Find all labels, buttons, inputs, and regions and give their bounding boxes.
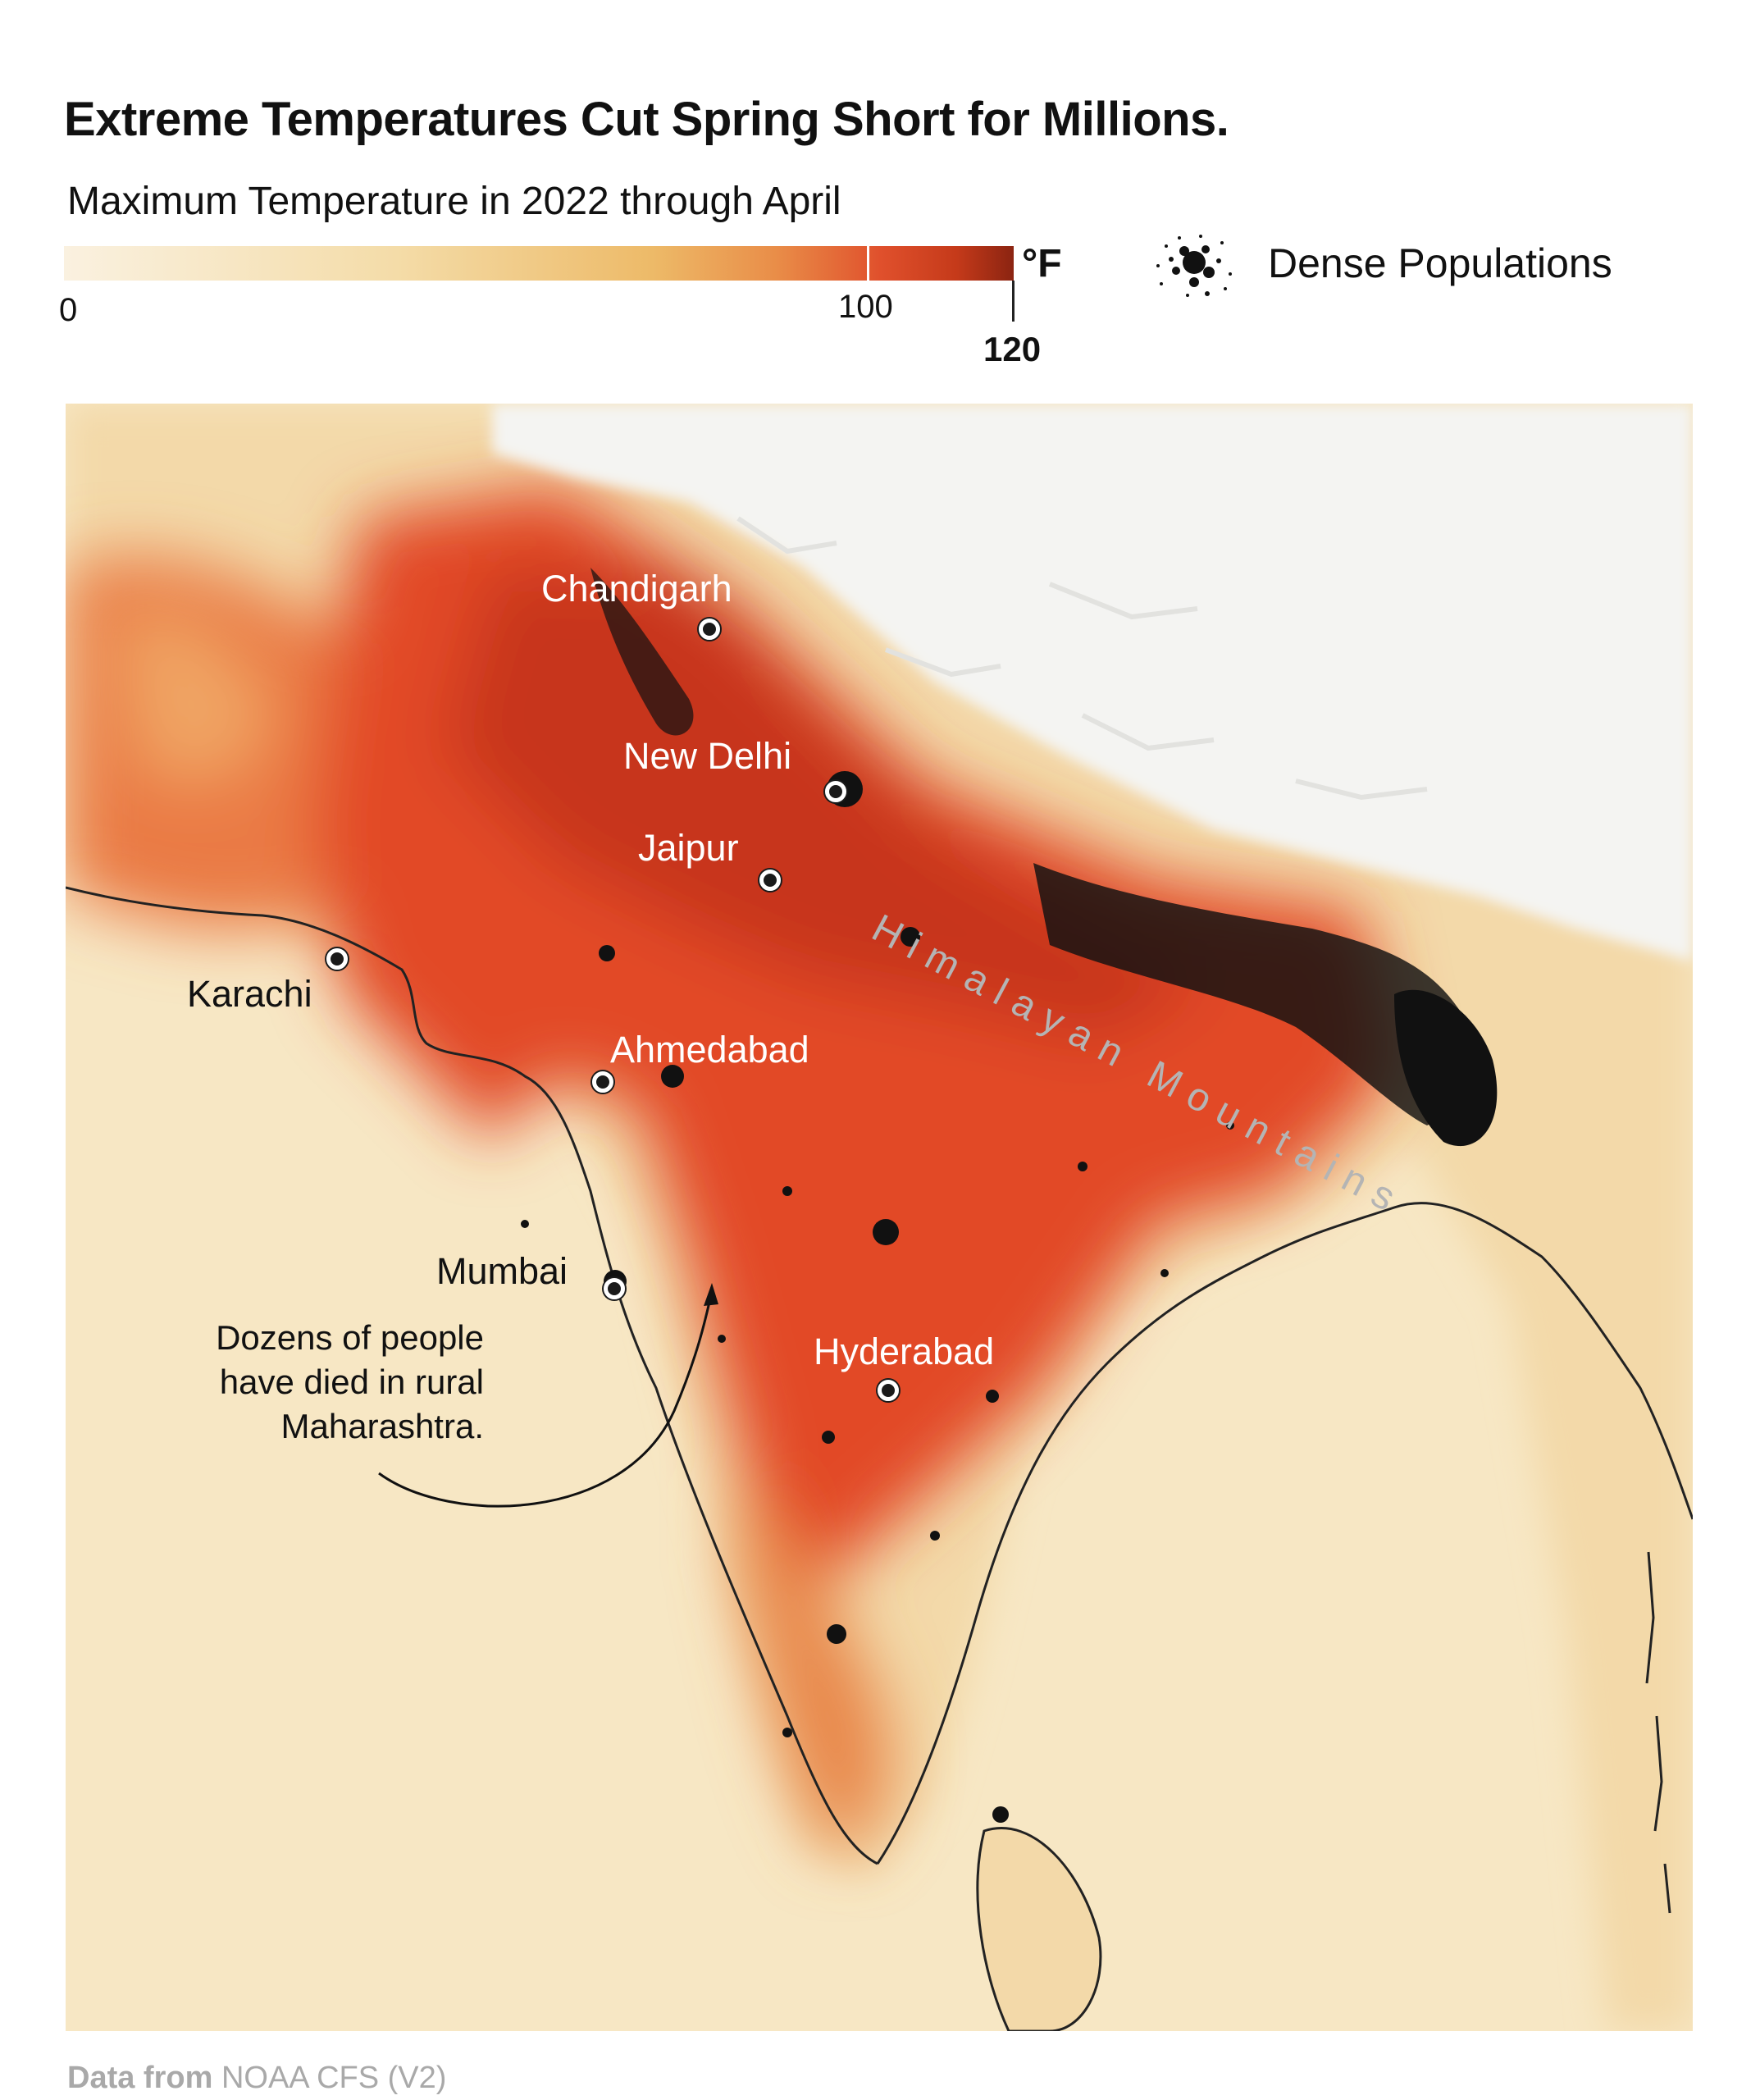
scale-tick-mid: 100	[838, 289, 893, 325]
source-prefix: Data from	[67, 2061, 213, 2095]
temperature-map: Himalayan Mountains Chandigarh New Delhi…	[66, 404, 1693, 2031]
sri-lanka	[976, 1827, 1102, 2031]
city-label-ahmedabad: Ahmedabad	[610, 1029, 809, 1071]
map-canvas	[66, 404, 1693, 2031]
heat-layer	[66, 486, 1394, 1851]
annotation-arrow	[378, 1283, 718, 1508]
city-label-new-delhi: New Delhi	[623, 735, 792, 777]
temperature-color-scale	[64, 246, 1014, 281]
city-label-chandigarh: Chandigarh	[541, 568, 732, 609]
city-label-jaipur: Jaipur	[638, 827, 739, 869]
source-name: NOAA CFS (V2)	[221, 2061, 447, 2095]
scale-tick-max: 120	[983, 330, 1042, 368]
coastline-east	[876, 1202, 1693, 1865]
chart-subtitle: Maximum Temperature in 2022 through Apri…	[67, 180, 841, 223]
city-marker-hyderabad	[878, 1380, 899, 1401]
city-label-hyderabad: Hyderabad	[814, 1331, 995, 1372]
chart-title: Extreme Temperatures Cut Spring Short fo…	[64, 93, 1229, 146]
eastern-islands	[1645, 1551, 1671, 1914]
city-marker-new-delhi	[825, 781, 846, 802]
scale-unit: °F	[1022, 242, 1062, 285]
scale-tick-min: 0	[59, 292, 78, 328]
city-marker-ahmedabad	[592, 1071, 613, 1093]
city-marker-jaipur	[759, 870, 781, 891]
city-marker-mumbai	[604, 1278, 625, 1299]
himalaya-mountains	[492, 404, 1693, 961]
coastline-west	[66, 886, 878, 1865]
city-marker-chandigarh	[699, 619, 720, 640]
legend-label: Dense Populations	[1268, 240, 1612, 286]
city-marker-karachi	[326, 948, 348, 970]
scale-max-tick	[1012, 281, 1015, 322]
scale-100-divider	[867, 246, 869, 281]
maharashtra-annotation: Dozens of people have died in rural Maha…	[216, 1318, 484, 1445]
population-dots-icon	[1151, 226, 1237, 304]
mountain-ridges	[736, 516, 1428, 801]
city-label-mumbai: Mumbai	[436, 1250, 568, 1292]
city-label-karachi: Karachi	[187, 973, 312, 1015]
data-source: Data from NOAA CFS (V2)	[67, 2061, 446, 2096]
